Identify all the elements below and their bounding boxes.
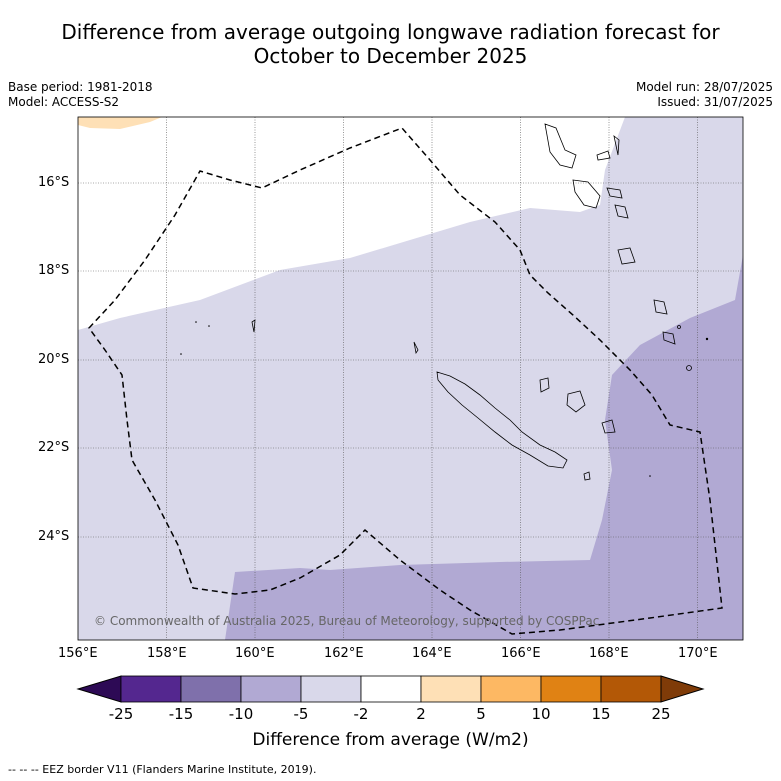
islet <box>677 325 681 329</box>
vanuatu-erromango <box>617 247 636 265</box>
lat-tick-label: 20°S <box>38 352 70 367</box>
lon-tick-label: 168°E <box>589 646 629 661</box>
new-caledonia-island <box>436 371 568 469</box>
colorbar <box>76 675 705 703</box>
colorbar-tick-label: 25 <box>651 705 671 723</box>
issued-date: Issued: 31/07/2025 <box>657 95 773 109</box>
loyalty-island-lifou <box>566 390 586 413</box>
vanuatu-aneityum <box>662 331 676 345</box>
belep-islands <box>413 341 419 355</box>
anomaly-zone-light <box>78 117 743 640</box>
base-period: Base period: 1981-2018 <box>8 80 153 94</box>
lon-tick-label: 156°E <box>58 646 98 661</box>
copyright-notice: © Commonwealth of Australia 2025, Bureau… <box>94 614 600 628</box>
model-run: Model run: 28/07/2025 <box>635 80 773 94</box>
vanuatu-island-c <box>606 187 623 199</box>
lon-tick-label: 164°E <box>412 646 452 661</box>
colorbar-cell <box>180 675 242 703</box>
colorbar-cell <box>360 675 422 703</box>
title-line-1: Difference from average outgoing longwav… <box>61 20 720 44</box>
colorbar-tick-label: 10 <box>531 705 551 723</box>
chesterfield-islet <box>251 319 256 333</box>
islet <box>686 365 692 371</box>
map-title: Difference from average outgoing longwav… <box>0 20 781 68</box>
colorbar-tick-label: -10 <box>228 705 254 723</box>
loyalty-island-mare <box>601 419 616 434</box>
lon-tick-label: 166°E <box>501 646 541 661</box>
model-name: Model: ACCESS-S2 <box>8 95 120 109</box>
meta-left: Base period: 1981-2018 Model: ACCESS-S2 <box>8 80 153 110</box>
vanuatu-efate <box>614 204 629 219</box>
islet <box>180 353 182 355</box>
islet <box>208 325 210 327</box>
map-frame <box>77 116 744 641</box>
map-area <box>78 117 743 640</box>
lon-tick-label: 158°E <box>147 646 187 661</box>
colorbar-tick-label: -5 <box>293 705 309 723</box>
colorbar-cell <box>300 675 362 703</box>
colorbar-tick-label: -2 <box>353 705 369 723</box>
colorbar-tick-label: 2 <box>416 705 426 723</box>
walpole-island <box>583 471 591 481</box>
colorbar-title: Difference from average (W/m2) <box>252 730 529 750</box>
islet <box>705 337 709 341</box>
vanuatu-espiritu-santo <box>544 123 577 169</box>
lat-tick-label: 24°S <box>38 529 70 544</box>
colorbar-tick-label: 15 <box>591 705 611 723</box>
vanuatu-tanna <box>653 299 668 315</box>
colorbar-cell <box>120 675 182 703</box>
loyalty-island-ouvea <box>539 377 550 393</box>
graticule <box>78 117 743 640</box>
meta-right: Model run: 28/07/2025 Issued: 31/07/2025 <box>636 80 773 110</box>
vanuatu-malekula <box>572 179 601 209</box>
lon-tick-label: 160°E <box>235 646 275 661</box>
lon-tick-label: 162°E <box>324 646 364 661</box>
anomaly-zone-medium <box>225 255 743 640</box>
colorbar-extend-low <box>76 675 122 703</box>
colorbar-extend-high <box>660 675 705 703</box>
colorbar-cell <box>420 675 482 703</box>
anomaly-zone-positive <box>78 117 162 129</box>
colorbar-cell <box>540 675 602 703</box>
vanuatu-island-b <box>613 134 620 156</box>
vanuatu-island-a <box>596 150 611 161</box>
title-line-2: October to December 2025 <box>253 44 528 68</box>
colorbar-cell <box>600 675 662 703</box>
lon-tick-label: 170°E <box>678 646 718 661</box>
lat-tick-label: 18°S <box>38 263 70 278</box>
eez-legend-note: -- -- -- EEZ border V11 (Flanders Marine… <box>8 763 317 776</box>
lat-tick-label: 22°S <box>38 440 70 455</box>
colorbar-cell <box>480 675 542 703</box>
islet <box>195 321 197 323</box>
colorbar-tick-label: -15 <box>168 705 194 723</box>
colorbar-cell <box>240 675 302 703</box>
eez-border <box>88 127 723 635</box>
lat-tick-label: 16°S <box>38 175 70 190</box>
colorbar-tick-label: 5 <box>476 705 486 723</box>
islet <box>649 475 651 477</box>
colorbar-tick-label: -25 <box>108 705 134 723</box>
